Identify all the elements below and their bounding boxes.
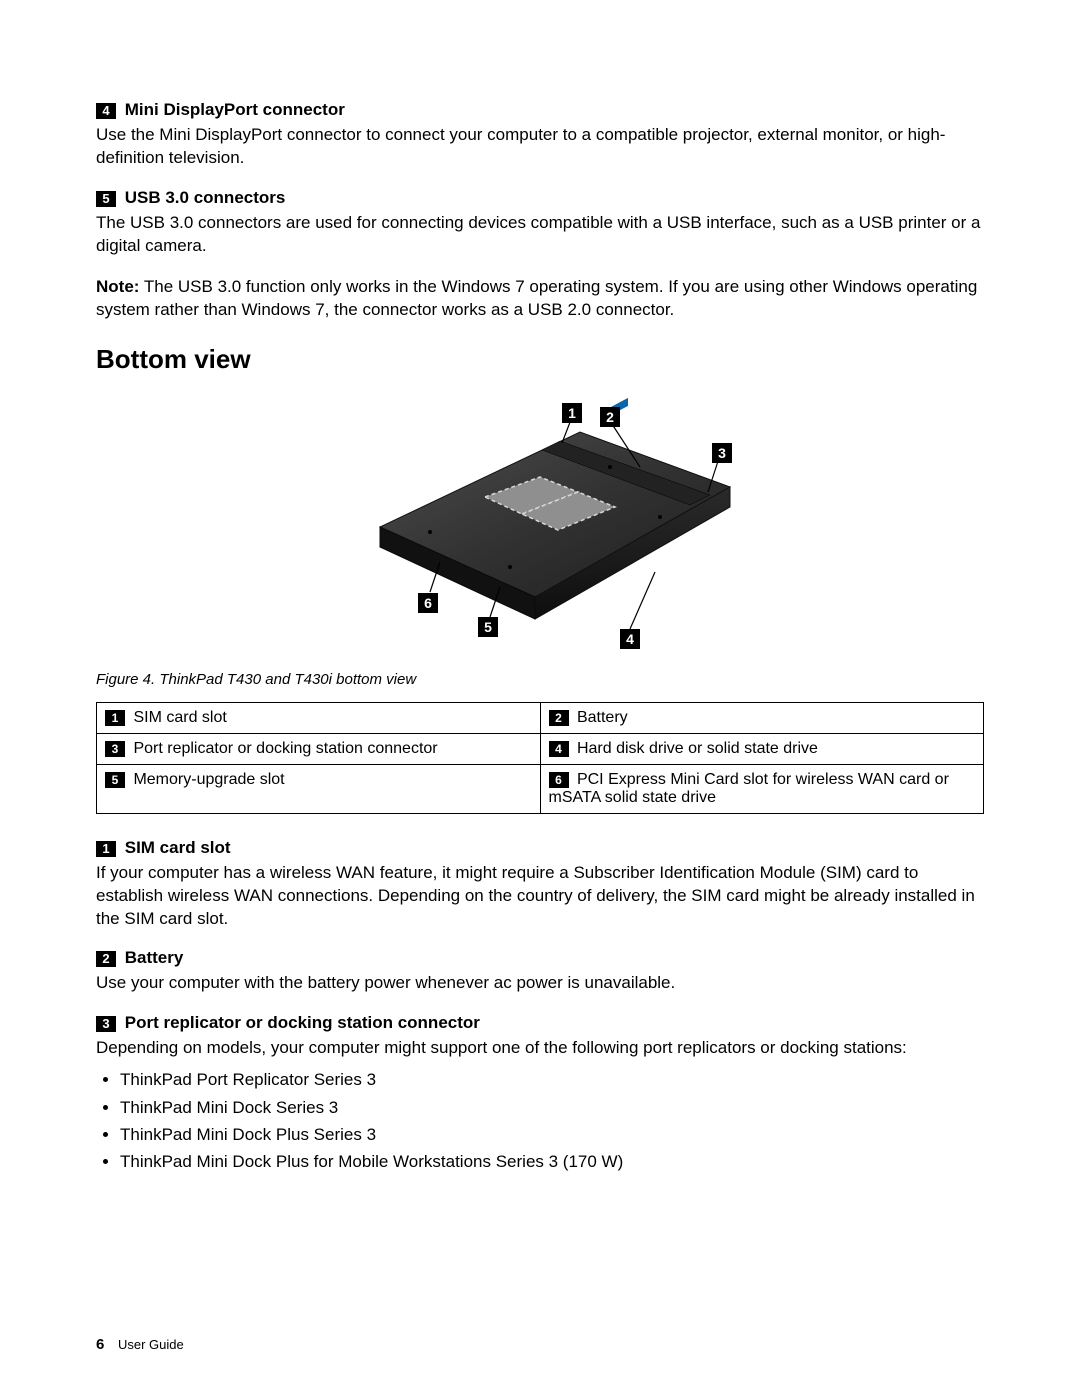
cell-text: Memory-upgrade slot — [133, 771, 284, 788]
detail-3-title-text: Port replicator or docking station conne… — [125, 1013, 480, 1032]
cell-text: Battery — [577, 709, 628, 726]
detail-1-title-text: SIM card slot — [125, 838, 231, 857]
svg-text:2: 2 — [606, 409, 614, 425]
detail-3-body: Depending on models, your computer might… — [96, 1037, 984, 1060]
list-item: ThinkPad Port Replicator Series 3 — [120, 1066, 984, 1093]
detail-2-title-text: Battery — [125, 948, 184, 967]
badge-icon: 6 — [549, 772, 569, 788]
list-item: ThinkPad Mini Dock Plus Series 3 — [120, 1121, 984, 1148]
page: 4 Mini DisplayPort connector Use the Min… — [0, 0, 1080, 1397]
cell-text: Hard disk drive or solid state drive — [577, 740, 818, 757]
list-item: ThinkPad Mini Dock Plus for Mobile Works… — [120, 1148, 984, 1175]
callout-5: 5 — [478, 617, 498, 637]
badge-4: 4 — [96, 103, 116, 119]
badge-icon: 2 — [549, 710, 569, 726]
note-label: Note: — [96, 277, 139, 296]
badge-5: 5 — [96, 191, 116, 207]
note-body: The USB 3.0 function only works in the W… — [96, 277, 977, 319]
cell-1: 1 SIM card slot — [97, 702, 541, 733]
svg-text:3: 3 — [718, 445, 726, 461]
cell-text: PCI Express Mini Card slot for wireless … — [549, 771, 949, 806]
figure-caption: Figure 4. ThinkPad T430 and T430i bottom… — [96, 671, 984, 688]
table-row: 1 SIM card slot 2 Battery — [97, 702, 984, 733]
badge-icon: 1 — [105, 710, 125, 726]
table-row: 5 Memory-upgrade slot 6 PCI Express Mini… — [97, 764, 984, 813]
list-item: ThinkPad Mini Dock Series 3 — [120, 1094, 984, 1121]
note: Note: The USB 3.0 function only works in… — [96, 276, 984, 322]
svg-text:5: 5 — [484, 619, 492, 635]
page-number: 6 — [96, 1336, 104, 1353]
page-footer: 6 User Guide — [96, 1336, 184, 1353]
dock-list: ThinkPad Port Replicator Series 3 ThinkP… — [96, 1066, 984, 1175]
table-row: 3 Port replicator or docking station con… — [97, 733, 984, 764]
badge-2: 2 — [96, 951, 116, 967]
badge-icon: 5 — [105, 772, 125, 788]
detail-2-body: Use your computer with the battery power… — [96, 972, 984, 995]
badge-3: 3 — [96, 1016, 116, 1032]
callout-6: 6 — [418, 593, 438, 613]
badge-1: 1 — [96, 841, 116, 857]
laptop-bottom-illustration: 1 2 3 4 5 6 — [310, 397, 770, 657]
callout-4: 4 — [620, 629, 640, 649]
cell-text: SIM card slot — [133, 709, 226, 726]
badge-icon: 4 — [549, 741, 569, 757]
svg-text:1: 1 — [568, 405, 576, 421]
section-5-body: The USB 3.0 connectors are used for conn… — [96, 212, 984, 258]
svg-text:4: 4 — [626, 631, 634, 647]
detail-1-title: 1 SIM card slot — [96, 838, 984, 858]
footer-label: User Guide — [118, 1337, 184, 1352]
cell-3: 3 Port replicator or docking station con… — [97, 733, 541, 764]
section-4-title-text: Mini DisplayPort connector — [125, 100, 345, 119]
cell-5: 5 Memory-upgrade slot — [97, 764, 541, 813]
section-4-title: 4 Mini DisplayPort connector — [96, 100, 984, 120]
parts-table: 1 SIM card slot 2 Battery 3 Port replica… — [96, 702, 984, 814]
figure-wrap: 1 2 3 4 5 6 — [96, 397, 984, 657]
callout-3: 3 — [712, 443, 732, 463]
cell-4: 4 Hard disk drive or solid state drive — [540, 733, 984, 764]
detail-3-title: 3 Port replicator or docking station con… — [96, 1013, 984, 1033]
detail-2-title: 2 Battery — [96, 948, 984, 968]
section-5-title: 5 USB 3.0 connectors — [96, 188, 984, 208]
svg-text:6: 6 — [424, 595, 432, 611]
callout-1: 1 — [562, 403, 582, 423]
detail-1-body: If your computer has a wireless WAN feat… — [96, 862, 984, 931]
badge-icon: 3 — [105, 741, 125, 757]
cell-2: 2 Battery — [540, 702, 984, 733]
callout-2: 2 — [600, 407, 620, 427]
cell-6: 6 PCI Express Mini Card slot for wireles… — [540, 764, 984, 813]
heading-bottom-view: Bottom view — [96, 344, 984, 375]
section-4-body: Use the Mini DisplayPort connector to co… — [96, 124, 984, 170]
section-5-title-text: USB 3.0 connectors — [125, 188, 286, 207]
cell-text: Port replicator or docking station conne… — [133, 740, 437, 757]
